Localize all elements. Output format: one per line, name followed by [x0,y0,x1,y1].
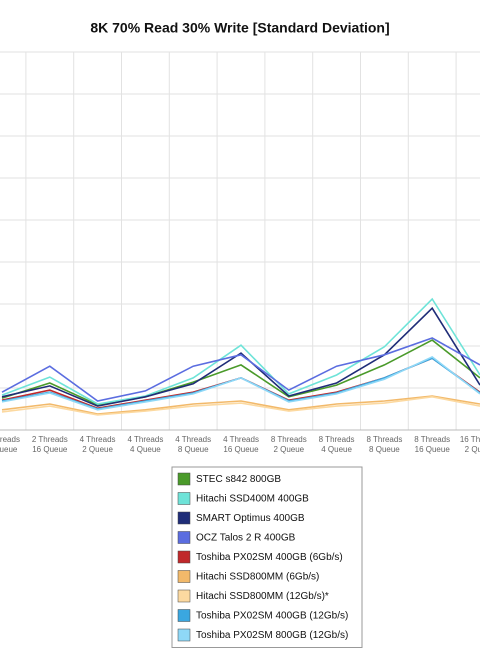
x-tick-label: 2 Queue [465,445,480,454]
legend-swatch [177,609,191,622]
x-tick-label: 4 Queue [321,445,352,454]
series-line [1,395,480,416]
x-tick-label: 16 Queue [415,445,451,454]
series-line [1,339,480,406]
legend-swatch [177,531,191,544]
x-tick-label: 8 Queue [369,445,400,454]
x-tick-label: 8 Queue [178,445,209,454]
x-tick-label: 2 Queue [82,445,113,454]
x-tick-label: 4 Threads [175,435,211,444]
legend-label: SMART Optimus 400GB [196,513,305,524]
x-tick-label: 8 Queue [0,445,18,454]
x-tick-label: 8 Threads [366,435,402,444]
legend-label: Toshiba PX02SM 400GB (12Gb/s) [196,611,348,622]
x-tick-label: 4 Threads [223,435,259,444]
legend-swatch [177,511,191,525]
legend-swatch [177,550,191,564]
chart-title: 8K 70% Read 30% Write [Standard Deviatio… [90,20,389,36]
legend-label: Toshiba PX02SM 400GB (6Gb/s) [196,552,343,563]
legend-swatch [177,570,191,583]
series-line [1,355,480,411]
x-tick-label: 16 Threads [460,435,480,444]
legend-swatch [177,628,191,642]
legend-label: Hitachi SSD400M 400GB [196,494,309,505]
series-line [1,337,480,402]
legend-label: Hitachi SSD800MM (12Gb/s)* [196,591,329,602]
legend-label: STEC s842 800GB [196,474,281,485]
series-line [1,395,480,415]
x-tick-label: 8 Threads [271,435,307,444]
x-tick-label: 2 Queue [273,445,304,454]
legend-swatch [177,589,191,603]
legend-label: Hitachi SSD800MM (6Gb/s) [196,572,319,583]
legend-box [171,466,363,648]
x-tick-label: 16 Queue [32,445,68,454]
x-tick-label: 8 Threads [319,435,355,444]
x-tick-label: 8 Threads [414,435,450,444]
legend-swatch [177,492,191,505]
x-tick-label: 4 Queue [130,445,161,454]
legend-label: OCZ Talos 2 R 400GB [196,533,296,544]
legend-label: Toshiba PX02SM 800GB (12Gb/s) [196,630,348,641]
series-line [1,306,480,407]
x-tick-label: 4 Threads [80,435,116,444]
x-tick-label: 2 Threads [32,435,68,444]
x-tick-label: 2 Threads [0,435,20,444]
legend-swatch [177,472,191,486]
x-tick-label: 16 Queue [223,445,259,454]
series-line [1,297,480,405]
x-tick-label: 4 Threads [127,435,163,444]
